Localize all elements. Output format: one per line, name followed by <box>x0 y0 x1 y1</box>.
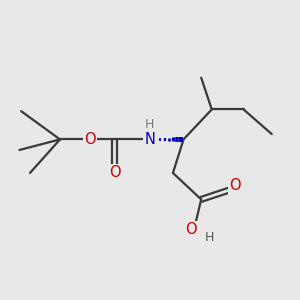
Text: N: N <box>145 132 155 147</box>
Text: O: O <box>109 165 121 180</box>
Text: H: H <box>145 118 154 131</box>
Text: O: O <box>84 132 96 147</box>
Text: H: H <box>204 231 214 244</box>
Text: O: O <box>229 178 241 194</box>
Text: O: O <box>185 222 197 237</box>
